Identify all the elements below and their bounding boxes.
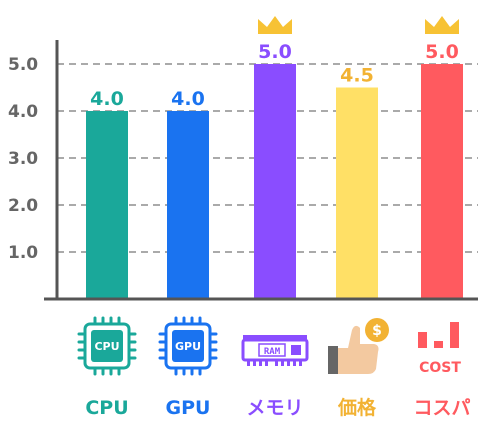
cpu-chip-icon: CPU: [77, 316, 137, 376]
gpu-chip-icon: GPU: [158, 316, 218, 376]
category-label: コスパ: [413, 397, 470, 419]
y-tick-label: 2.0: [8, 196, 38, 216]
data-label: 4.0: [171, 88, 205, 110]
value-labels: 4.0 4.0 5.0 4.5 5.0: [90, 41, 459, 110]
data-label: 5.0: [425, 41, 459, 63]
data-label: 5.0: [258, 41, 292, 63]
cost-text: COST: [419, 360, 461, 376]
y-tick-labels: 1.0 2.0 3.0 4.0 5.0: [8, 55, 38, 263]
bar: [167, 111, 209, 299]
y-tick-label: 5.0: [8, 55, 38, 75]
data-label: 4.5: [340, 65, 374, 87]
crowns: [258, 16, 459, 34]
cpu-chip-text: CPU: [94, 340, 119, 353]
y-tick-label: 4.0: [8, 102, 38, 122]
coin-dollar-text: $: [372, 323, 382, 339]
category-label: GPU: [166, 397, 211, 419]
category-label: メモリ: [246, 397, 303, 419]
ram-module-icon: RAM: [241, 335, 309, 366]
y-tick-label: 3.0: [8, 149, 38, 169]
gpu-chip-text: GPU: [175, 340, 201, 353]
cost-bar-chart-icon: COST: [418, 322, 461, 376]
axes: [44, 40, 478, 301]
bar: [86, 111, 128, 299]
category-label: CPU: [85, 397, 128, 419]
bar: [421, 64, 463, 299]
thumbs-up-coin-icon: $: [328, 318, 389, 374]
bar: [254, 64, 296, 299]
category-label: 価格: [337, 396, 377, 419]
data-label: 4.0: [90, 88, 124, 110]
crown-icon: [425, 16, 459, 34]
crown-icon: [258, 16, 292, 34]
bars: [86, 64, 463, 299]
category-labels: CPU GPU メモリ 価格 コスパ: [85, 396, 470, 419]
bar: [336, 87, 378, 299]
ram-chip-text: RAM: [264, 347, 281, 357]
y-tick-label: 1.0: [8, 243, 38, 263]
